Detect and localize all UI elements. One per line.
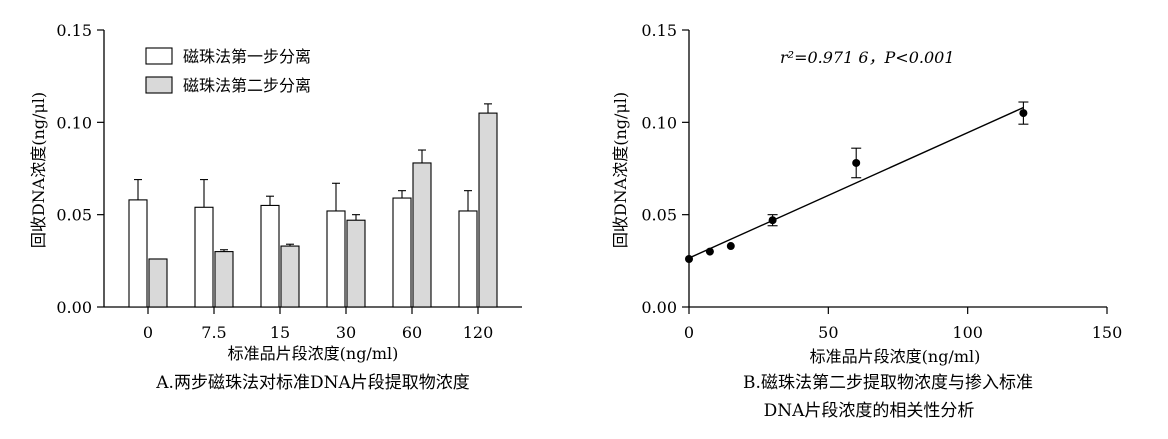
bar [458, 210, 478, 308]
y-tick-label: 0.05 [56, 206, 92, 225]
y-tick-label: 0.00 [641, 298, 677, 317]
x-tick-label: 0 [684, 323, 694, 342]
bar [412, 162, 432, 308]
bar [280, 245, 300, 308]
panel-b-caption-line-2: DNA片段浓度的相关性分析 [764, 401, 975, 421]
panel-b-y-axis-label: 回收DNA浓度(ng/μl) [611, 92, 630, 248]
bar [326, 210, 346, 308]
data-point [768, 216, 777, 225]
bar [392, 197, 412, 308]
legend-swatch-series-1 [145, 47, 173, 65]
y-tick-label: 0.05 [641, 206, 677, 225]
y-tick-label: 0.10 [641, 113, 677, 132]
x-tick-label: 15 [270, 323, 290, 342]
x-tick-label: 7.5 [201, 323, 226, 342]
panel-a-x-axis-label: 标准品片段浓度(ng/ml) [228, 344, 399, 363]
x-tick-label: 100 [952, 323, 983, 342]
panel-b-caption-line-1: B.磁珠法第二步提取物浓度与掺入标准 [743, 373, 1033, 393]
legend-label-series-2: 磁珠法第二步分离 [183, 76, 311, 95]
bar [478, 112, 498, 308]
x-tick-label: 50 [818, 323, 838, 342]
panel-a-bar-chart: 0.00 0.05 0.10 0.15 0 7.5 15 30 60 120 磁珠法第一步分离 … [29, 21, 522, 393]
legend-swatch-series-2 [145, 76, 173, 94]
panel-b-annotation: r²=0.971 6，P<0.001 [780, 48, 955, 67]
x-tick-label: 120 [463, 323, 494, 342]
bar [148, 258, 168, 308]
y-tick-label: 0.15 [56, 21, 92, 40]
x-tick-label: 0 [143, 323, 153, 342]
data-point [852, 158, 861, 167]
legend-label-series-1: 磁珠法第一步分离 [183, 47, 311, 66]
bar [346, 219, 366, 308]
regression-line [688, 106, 1024, 259]
x-tick-label: 150 [1092, 323, 1123, 342]
y-tick-label: 0.00 [56, 298, 92, 317]
bar [214, 251, 234, 308]
panel-a-caption: A.两步磁珠法对标准DNA片段提取物浓度 [155, 373, 469, 393]
panel-b-x-axis-label: 标准品片段浓度(ng/ml) [810, 347, 981, 366]
data-point [1019, 109, 1028, 118]
bar [194, 206, 214, 308]
data-point [705, 247, 714, 256]
y-tick-label: 0.10 [56, 113, 92, 132]
data-point [685, 254, 693, 263]
y-tick-label: 0.15 [641, 21, 677, 40]
panel-a-y-axis-label: 回收DNA浓度(ng/μl) [29, 92, 48, 248]
bar [128, 199, 148, 308]
x-tick-label: 60 [402, 323, 422, 342]
data-point [726, 242, 735, 251]
bar [260, 204, 280, 308]
x-tick-label: 30 [336, 323, 356, 342]
panel-a-legend: 磁珠法第一步分离 磁珠法第二步分离 [145, 47, 311, 95]
panel-b-scatter-chart: 0.00 0.05 0.10 0.15 0 50 100 150 r²=0.971 6，P<… [611, 21, 1122, 421]
